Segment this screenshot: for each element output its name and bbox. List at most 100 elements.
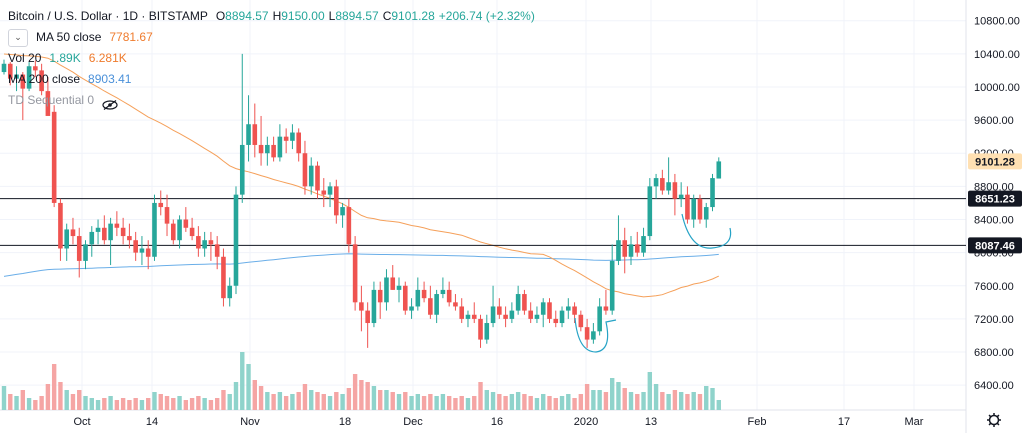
volume-bar	[177, 396, 182, 410]
high-label: H	[272, 9, 282, 23]
candle-body	[584, 327, 590, 340]
volume-bar	[678, 392, 684, 410]
volume-bar	[609, 378, 615, 410]
candle-body	[497, 306, 502, 315]
volume-bar	[221, 390, 226, 410]
candle-body	[440, 289, 446, 295]
candle-body	[290, 132, 295, 141]
volume-bar	[497, 394, 502, 410]
candle-body	[302, 153, 308, 187]
volume-bar	[158, 394, 163, 410]
volume-bar	[20, 390, 26, 410]
symbol-title[interactable]: Bitcoin / U.S. Dollar · 1D · BITSTAMP	[8, 9, 208, 23]
candle-body	[660, 178, 665, 191]
vol-name: Vol 20	[8, 51, 42, 65]
candle-body	[239, 144, 245, 195]
candle-body	[51, 111, 57, 203]
volume-bar	[14, 396, 19, 410]
change-value: +206.74 (+2.32%)	[438, 9, 535, 23]
candle-body	[459, 306, 465, 319]
volume-bar	[672, 390, 678, 410]
volume-bar	[691, 392, 696, 410]
volume-bar	[321, 394, 326, 410]
volume-bar	[616, 382, 621, 410]
volume-bar	[64, 390, 69, 410]
candle-body	[490, 306, 496, 324]
volume-bar	[120, 398, 126, 410]
chevron-down-icon[interactable]: ⌄	[8, 28, 28, 47]
indicator-ma50[interactable]: ⌄ MA 50 close 7781.67	[8, 27, 539, 48]
candle-body	[20, 74, 26, 89]
candle-body	[45, 91, 51, 116]
volume-bar	[183, 400, 189, 410]
candle-body	[597, 306, 602, 332]
candle-body	[409, 306, 414, 311]
ma50-line	[3, 53, 720, 298]
time-axis-label: 13	[645, 416, 657, 428]
volume-bar	[277, 392, 283, 410]
candle-body	[428, 298, 433, 315]
candle-body	[540, 302, 546, 315]
volume-bar	[164, 396, 170, 410]
candle-body	[120, 227, 126, 237]
candle-body	[641, 236, 646, 253]
vol-value: 1.89K	[49, 51, 81, 65]
volume-bar	[622, 388, 627, 410]
volume-bar	[446, 396, 452, 410]
candle-body	[265, 144, 270, 154]
price-axis-label: 9600.00	[974, 115, 1014, 127]
indicator-ma200[interactable]: MA 200 close 8903.41	[8, 69, 539, 90]
price-axis-label: 8800.00	[974, 181, 1014, 193]
candle-body	[133, 240, 138, 253]
volume-bar	[340, 394, 345, 410]
volume-bar	[503, 396, 508, 410]
resistance-level-badge-bg	[968, 190, 1022, 207]
annotation-curve	[681, 213, 732, 249]
volume-bar	[214, 398, 220, 410]
volume-bar	[459, 396, 464, 410]
candle-body	[478, 318, 483, 340]
time-axis-label: Mar	[905, 416, 924, 428]
volume-bar	[33, 400, 38, 410]
volume-bar	[566, 394, 571, 410]
indicator-td-sequential[interactable]: TD Sequential 0	[8, 90, 539, 111]
candle-body	[434, 294, 439, 315]
close-label: C	[382, 9, 392, 23]
indicator-volume[interactable]: Vol 20 1.89K 6.281K	[8, 48, 539, 69]
eye-off-icon[interactable]	[102, 96, 118, 110]
candle-body	[334, 186, 339, 216]
candle-body	[177, 219, 182, 241]
candle-body	[340, 207, 345, 216]
time-axis-label: Dec	[403, 416, 423, 428]
candle-body	[252, 124, 258, 145]
candle-body	[465, 314, 471, 319]
candle-body	[666, 182, 671, 191]
candle-body	[553, 318, 559, 324]
candle-body	[152, 202, 157, 257]
time-axis-label: 2020	[574, 416, 598, 428]
volume-bar	[283, 396, 289, 410]
volume-bar	[189, 398, 195, 410]
volume-bar	[591, 390, 596, 410]
time-axis-label: Nov	[240, 416, 260, 428]
gear-icon[interactable]	[987, 413, 1001, 427]
candle-body	[384, 277, 389, 303]
candle-body	[672, 182, 678, 199]
time-axis-label: 16	[491, 416, 503, 428]
volume-bar	[102, 398, 107, 410]
volume-bar	[89, 398, 94, 410]
ma50-name: MA 50 close	[36, 30, 102, 44]
candle-body	[102, 227, 107, 241]
time-axis-label: 18	[339, 416, 351, 428]
candle-body	[716, 161, 722, 179]
candle-body	[559, 310, 565, 324]
volume-bar	[95, 400, 101, 410]
candle-body	[95, 227, 101, 232]
volume-bar	[578, 394, 584, 410]
candle-body	[609, 260, 615, 311]
candle-body	[327, 186, 333, 195]
volume-bar	[541, 394, 546, 410]
price-axis-label: 6800.00	[974, 347, 1014, 359]
